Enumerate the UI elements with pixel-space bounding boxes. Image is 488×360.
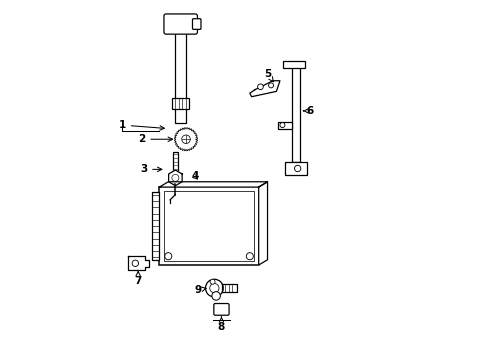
Circle shape bbox=[205, 279, 223, 297]
Bar bbox=[175, 24, 185, 123]
Text: 6: 6 bbox=[303, 106, 313, 116]
Bar bbox=[278, 122, 292, 129]
FancyBboxPatch shape bbox=[163, 14, 197, 34]
FancyBboxPatch shape bbox=[192, 19, 201, 30]
Circle shape bbox=[210, 279, 215, 284]
Bar bbox=[172, 99, 189, 109]
Circle shape bbox=[132, 260, 138, 266]
Bar bbox=[151, 192, 159, 260]
Bar bbox=[173, 152, 177, 171]
Polygon shape bbox=[222, 284, 237, 292]
Text: 2: 2 bbox=[138, 134, 172, 144]
Polygon shape bbox=[128, 256, 148, 270]
Text: 7: 7 bbox=[134, 270, 142, 286]
Circle shape bbox=[257, 84, 263, 90]
FancyBboxPatch shape bbox=[213, 303, 228, 315]
Circle shape bbox=[211, 292, 220, 300]
Circle shape bbox=[182, 135, 190, 144]
Circle shape bbox=[209, 283, 219, 293]
Polygon shape bbox=[159, 187, 258, 265]
Circle shape bbox=[246, 253, 253, 260]
Text: 9: 9 bbox=[194, 285, 206, 295]
Polygon shape bbox=[159, 182, 267, 187]
Circle shape bbox=[294, 165, 300, 172]
Bar bbox=[283, 61, 305, 68]
Bar bbox=[159, 187, 258, 265]
Polygon shape bbox=[174, 127, 197, 151]
Text: 1: 1 bbox=[119, 120, 164, 130]
Circle shape bbox=[268, 83, 273, 88]
Polygon shape bbox=[258, 182, 267, 265]
Bar bbox=[285, 162, 306, 175]
Text: 4: 4 bbox=[191, 171, 198, 181]
Circle shape bbox=[171, 174, 179, 181]
Text: 5: 5 bbox=[264, 69, 273, 82]
Circle shape bbox=[164, 253, 171, 260]
Text: 8: 8 bbox=[217, 316, 224, 332]
Circle shape bbox=[279, 123, 285, 127]
Polygon shape bbox=[249, 81, 279, 97]
Bar bbox=[163, 192, 254, 261]
Polygon shape bbox=[168, 170, 182, 186]
Bar bbox=[292, 63, 300, 162]
Text: 3: 3 bbox=[140, 165, 162, 174]
